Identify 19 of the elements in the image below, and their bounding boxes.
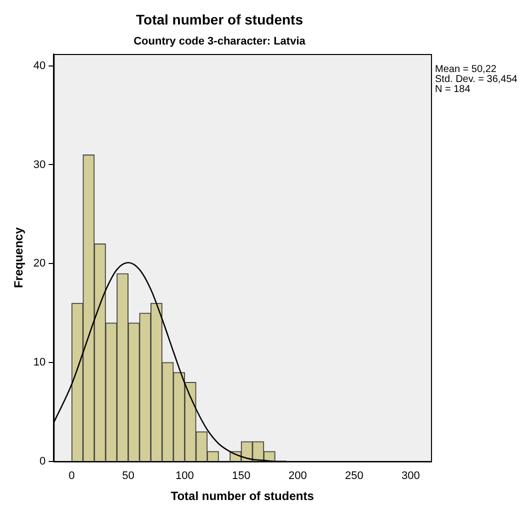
x-tick-label: 200 <box>288 470 307 482</box>
y-tick-label: 30 <box>33 158 46 171</box>
x-tick-label: 300 <box>401 470 420 482</box>
x-tick-label: 150 <box>232 470 250 482</box>
y-axis-title: Frequency <box>12 227 26 288</box>
y-tick-label: 40 <box>33 60 46 72</box>
chart-subtitle: Country code 3-character: Latvia <box>134 35 306 48</box>
x-tick-label: 50 <box>122 470 134 482</box>
y-tick-label: 20 <box>33 258 46 270</box>
x-tick-label: 100 <box>176 470 194 482</box>
x-axis-title: Total number of students <box>170 489 314 504</box>
text: N = 184 <box>435 84 471 95</box>
x-tick-label: 250 <box>344 470 364 482</box>
y-tick-label: 10 <box>33 356 46 369</box>
x-tick-label: 0 <box>68 470 75 482</box>
text: Mean = 50,22 <box>435 64 497 75</box>
chart-title: Total number of students <box>136 11 304 28</box>
text: Std. Dev. = 36,454 <box>435 74 518 85</box>
y-tick-label: 0 <box>40 455 46 468</box>
